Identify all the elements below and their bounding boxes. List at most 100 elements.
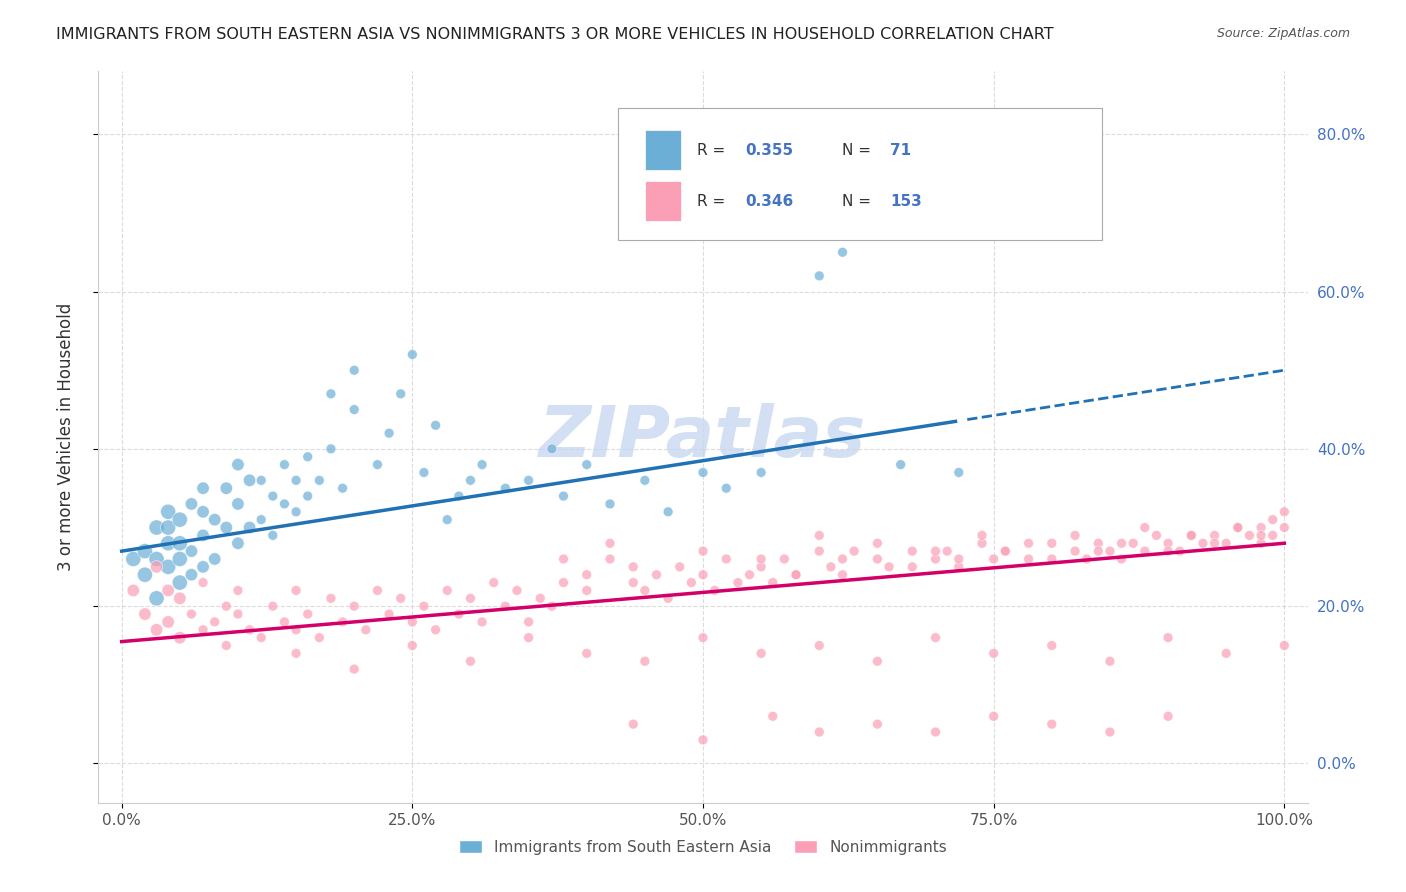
Point [319,591,342,606]
Point [180,567,202,582]
Point [634,583,657,598]
Point [285,505,308,519]
Point [831,245,853,260]
Point [226,458,249,472]
Point [1157,536,1180,550]
Point [191,575,214,590]
Point [575,458,598,472]
Point [634,654,657,668]
Point [866,717,889,731]
Point [983,552,1005,566]
FancyBboxPatch shape [619,108,1102,240]
Point [366,583,388,598]
Text: Source: ZipAtlas.com: Source: ZipAtlas.com [1216,27,1350,40]
Point [529,591,551,606]
Point [948,559,970,574]
Legend: Immigrants from South Eastern Asia, Nonimmigrants: Immigrants from South Eastern Asia, Noni… [453,834,953,861]
Text: ZIPatlas: ZIPatlas [540,402,866,472]
Point [1133,520,1156,534]
Point [924,544,946,558]
Point [471,458,494,472]
Y-axis label: 3 or more Vehicles in Household: 3 or more Vehicles in Household [56,303,75,571]
Point [215,481,238,495]
Point [692,732,714,747]
Text: N =: N = [842,194,876,209]
Point [191,481,214,495]
Point [226,497,249,511]
Point [994,544,1017,558]
Point [1018,552,1040,566]
Point [145,559,167,574]
Point [983,646,1005,660]
Point [262,489,284,503]
Point [226,583,249,598]
Point [983,709,1005,723]
Point [553,575,575,590]
Point [134,567,156,582]
Point [866,536,889,550]
Point [785,567,807,582]
Point [239,623,262,637]
Point [575,646,598,660]
Point [517,615,540,629]
Point [621,575,644,590]
Point [1133,544,1156,558]
Point [285,473,308,487]
Point [180,544,202,558]
Point [692,466,714,480]
Point [1204,528,1226,542]
Point [354,623,377,637]
Point [494,599,516,614]
Point [1076,552,1098,566]
Point [1064,544,1087,558]
Point [169,536,191,550]
Point [366,458,388,472]
Point [191,528,214,542]
Point [621,559,644,574]
Point [389,591,412,606]
Point [425,623,447,637]
Point [808,639,831,653]
Point [749,646,772,660]
Point [215,599,238,614]
Point [180,497,202,511]
Point [401,615,423,629]
Point [657,591,679,606]
Text: IMMIGRANTS FROM SOUTH EASTERN ASIA VS NONIMMIGRANTS 3 OR MORE VEHICLES IN HOUSEH: IMMIGRANTS FROM SOUTH EASTERN ASIA VS NO… [56,27,1054,42]
Point [447,607,470,621]
Text: 0.346: 0.346 [745,194,793,209]
Point [1098,654,1121,668]
Point [343,599,366,614]
Point [1098,725,1121,739]
Point [169,591,191,606]
Point [226,536,249,550]
Point [540,442,562,456]
Point [657,505,679,519]
Point [1157,709,1180,723]
Point [634,473,657,487]
Point [122,583,145,598]
Point [297,607,319,621]
Text: R =: R = [697,194,730,209]
Point [134,544,156,558]
Point [169,575,191,590]
Point [831,552,853,566]
Point [506,583,529,598]
Point [890,458,912,472]
Point [994,544,1017,558]
Point [413,466,436,480]
Point [1157,631,1180,645]
Point [621,717,644,731]
Bar [645,130,682,170]
Point [808,544,831,558]
Point [1192,536,1215,550]
Point [297,489,319,503]
Point [169,552,191,566]
Point [749,466,772,480]
Point [425,418,447,433]
Point [738,567,761,582]
Point [808,268,831,283]
Point [820,559,842,574]
Point [250,631,273,645]
Point [204,552,226,566]
